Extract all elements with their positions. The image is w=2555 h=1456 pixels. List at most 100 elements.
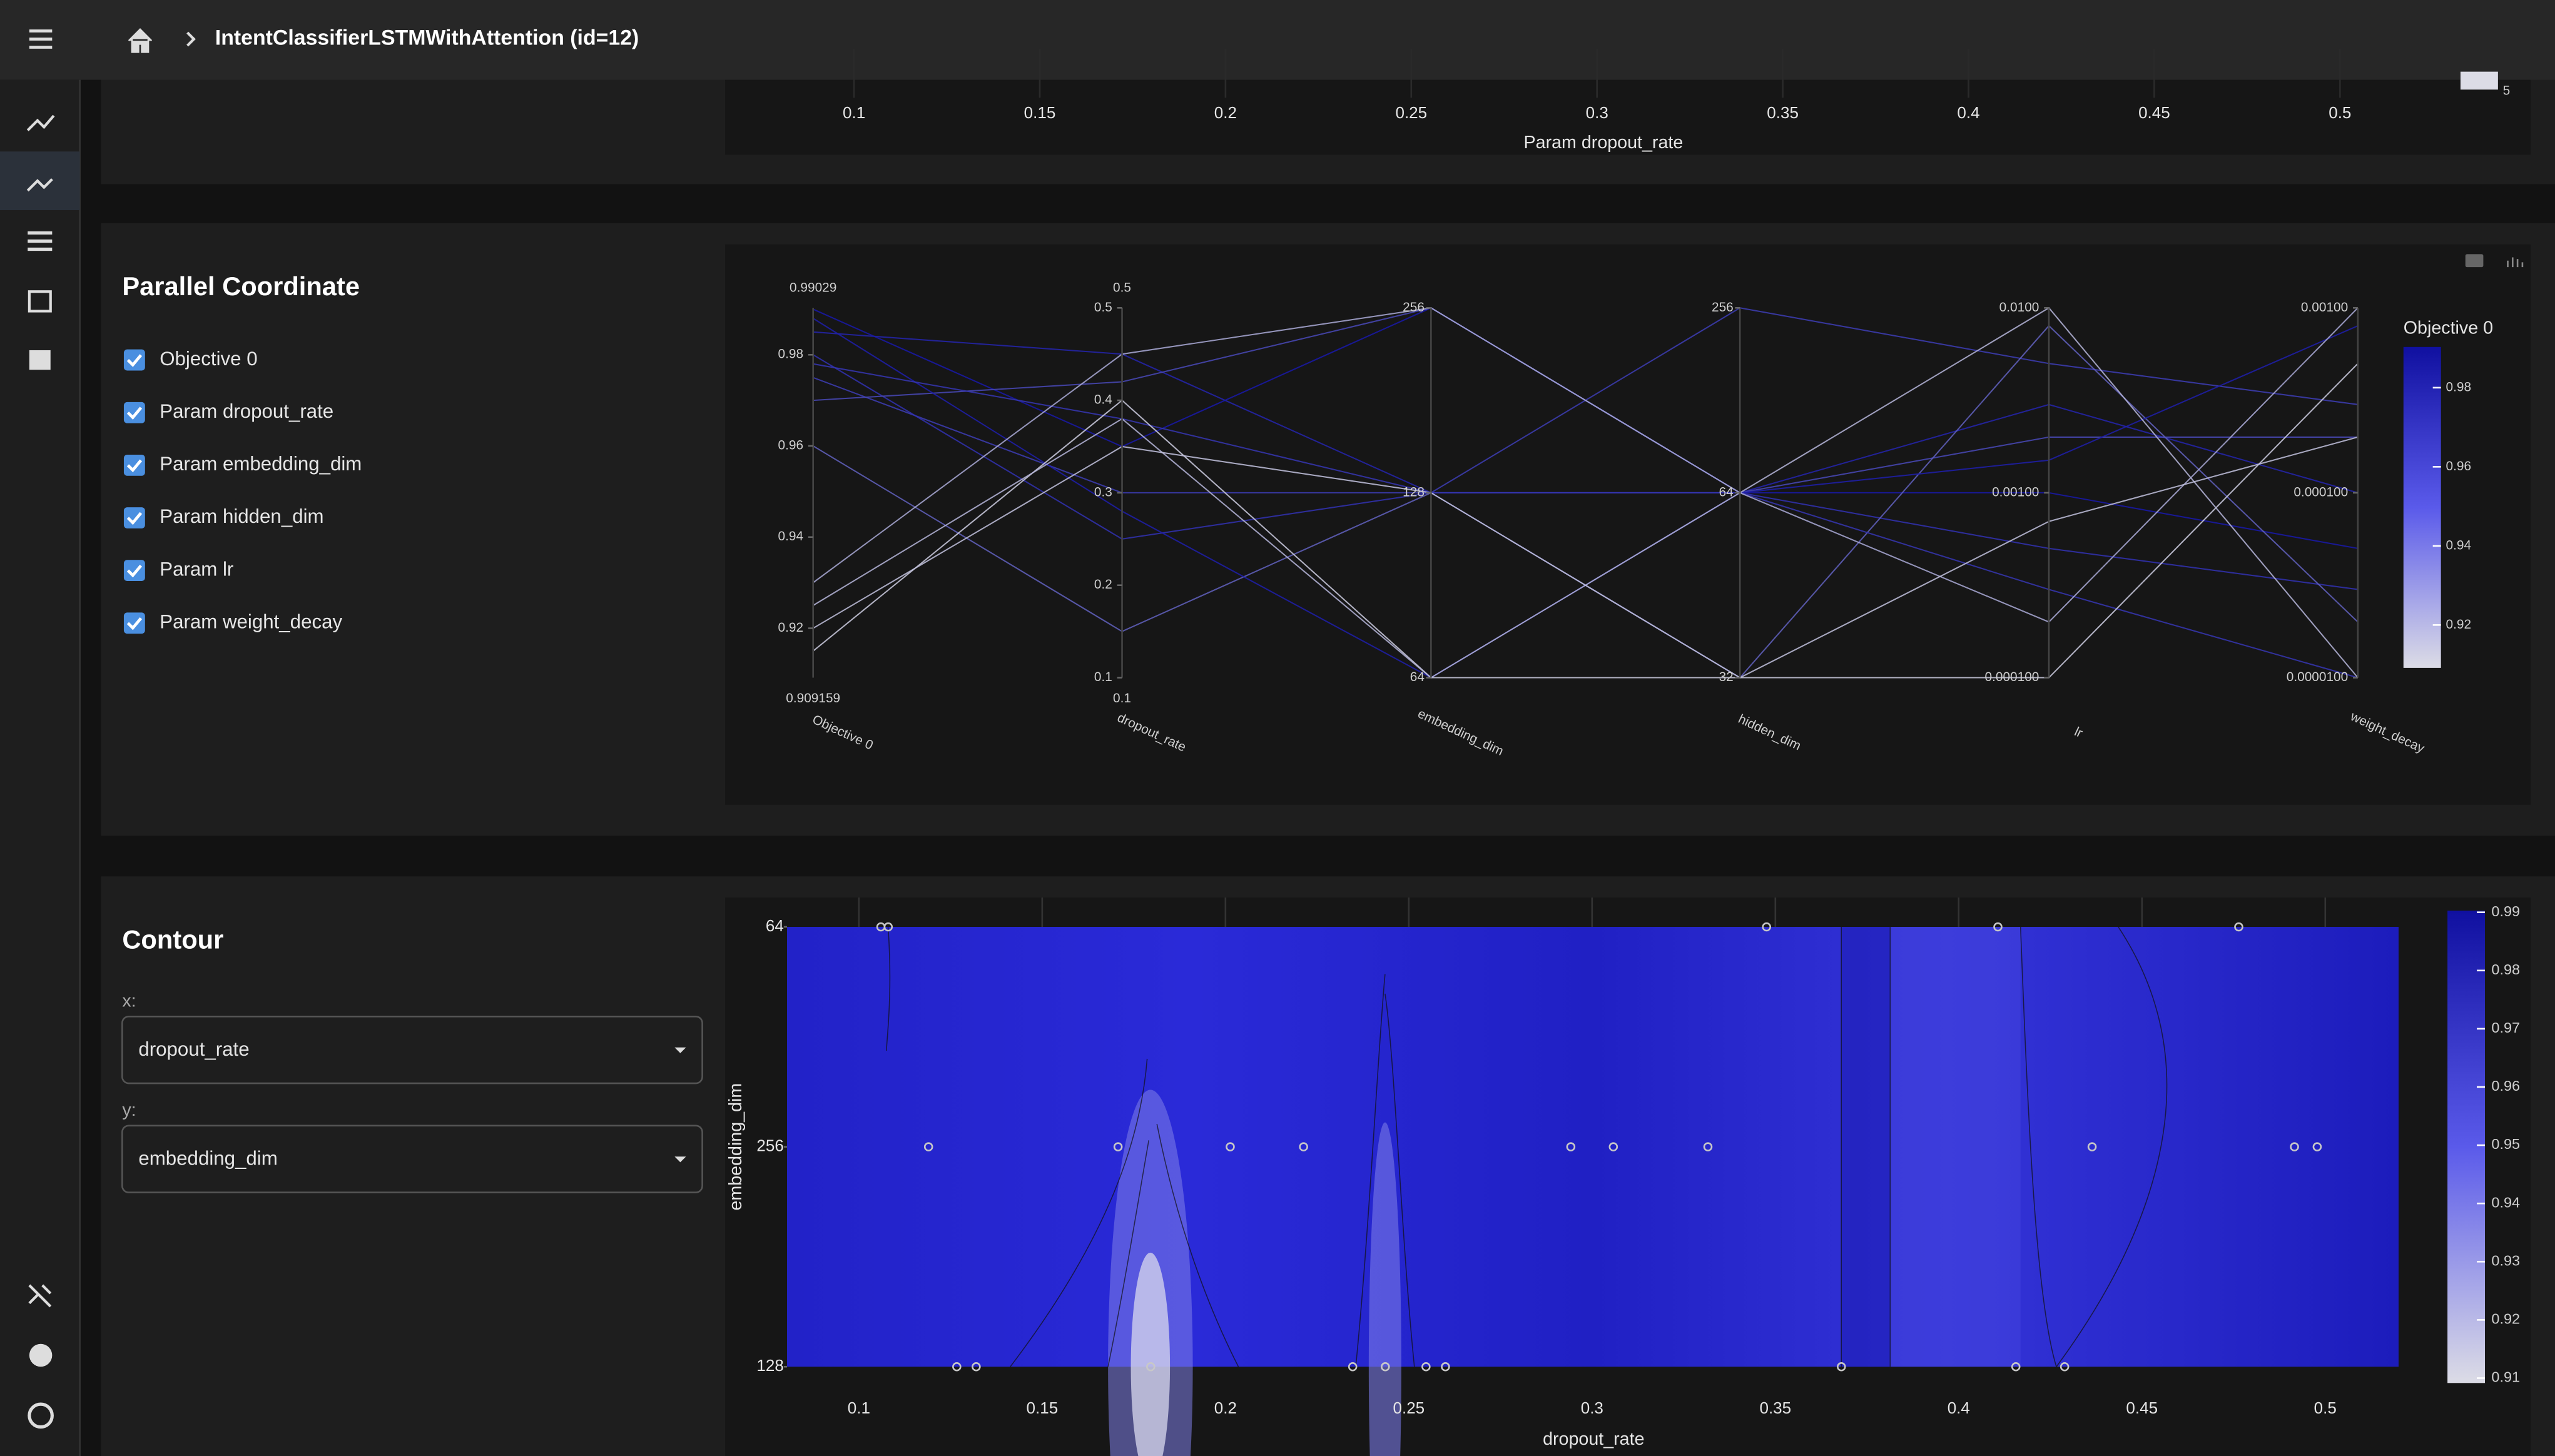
trial-point bbox=[1836, 1362, 1846, 1372]
menu-button[interactable] bbox=[29, 29, 53, 49]
nav-theme[interactable] bbox=[29, 1343, 53, 1367]
trial-point bbox=[2011, 1362, 2021, 1372]
trial-line bbox=[813, 363, 2359, 679]
trial-point bbox=[1441, 1362, 1450, 1372]
colorbar-tick-label: 0.95 bbox=[2491, 1136, 2520, 1152]
nav-analytics[interactable] bbox=[26, 178, 53, 192]
app-bar bbox=[0, 0, 2555, 80]
nav-trials-list[interactable] bbox=[28, 231, 53, 251]
nav-history[interactable] bbox=[26, 114, 55, 131]
x-tick-label: 0.1 bbox=[843, 103, 865, 122]
x-axis-title: Param dropout_rate bbox=[1524, 133, 1684, 153]
select-arrow bbox=[674, 1156, 686, 1163]
range-label: 0.99029 bbox=[790, 281, 836, 295]
colorbar-tick-label: 0.96 bbox=[2446, 459, 2472, 473]
x-axis-title: dropout_rate bbox=[1543, 1429, 1644, 1449]
y-tick-label: 64 bbox=[766, 916, 784, 935]
range-label: 0.1 bbox=[1113, 691, 1131, 705]
trial-point bbox=[2060, 1362, 2070, 1372]
select-label: x: bbox=[122, 991, 136, 1011]
x-tick-label: 0.2 bbox=[1214, 103, 1237, 122]
trial-point bbox=[923, 1142, 933, 1151]
tick-label: 256 bbox=[1712, 300, 1734, 315]
checkbox[interactable] bbox=[123, 507, 145, 528]
nav-github[interactable] bbox=[28, 1402, 54, 1429]
select-value: embedding_dim bbox=[138, 1148, 277, 1170]
tick-label: 0.96 bbox=[778, 438, 804, 453]
tick-label: 0.00100 bbox=[2301, 300, 2348, 315]
checkbox[interactable] bbox=[123, 560, 145, 582]
checkbox[interactable] bbox=[123, 454, 145, 476]
contour-fill bbox=[1841, 927, 1891, 1367]
x-tick-label: 0.3 bbox=[1586, 103, 1608, 122]
y-select[interactable] bbox=[121, 1125, 703, 1193]
nav-trials-table[interactable] bbox=[28, 290, 52, 313]
checkbox[interactable] bbox=[123, 349, 145, 371]
trial-line bbox=[813, 436, 2359, 679]
checkbox-label: Param weight_decay bbox=[160, 611, 342, 633]
checkbox[interactable] bbox=[123, 612, 145, 634]
trial-point bbox=[883, 922, 893, 932]
tick-label: 0.4 bbox=[1094, 393, 1112, 407]
tick-label: 0.0000100 bbox=[2287, 670, 2348, 684]
colorbar-tick-label: 0.99 bbox=[2491, 903, 2520, 919]
colorbar-tick-label: 0.97 bbox=[2491, 1019, 2520, 1036]
tick-label: 0.2 bbox=[1094, 577, 1112, 592]
trial-line bbox=[813, 307, 2359, 623]
trial-point bbox=[1113, 1142, 1123, 1151]
select-value: dropout_rate bbox=[138, 1038, 249, 1060]
y-tick-label: 128 bbox=[756, 1356, 783, 1375]
tick-label: 128 bbox=[1403, 485, 1425, 499]
colorbar-tick-label: 0.91 bbox=[2491, 1369, 2520, 1385]
tick-label: 0.98 bbox=[778, 347, 804, 361]
parallel-plot-area bbox=[725, 244, 2531, 805]
tick-label: 0.3 bbox=[1094, 485, 1112, 499]
tick-label: 32 bbox=[1719, 670, 1734, 684]
colorbar bbox=[2460, 71, 2498, 90]
nav-reload[interactable] bbox=[28, 1284, 52, 1308]
x-tick-label: 0.2 bbox=[1214, 1398, 1237, 1417]
checkbox[interactable] bbox=[123, 402, 145, 423]
y-tick-label: 256 bbox=[756, 1136, 783, 1155]
colorbar-title: Objective 0 bbox=[2404, 318, 2493, 338]
checkmark bbox=[126, 512, 143, 525]
plotly-logo[interactable] bbox=[2507, 257, 2524, 268]
colorbar-tick-label: 0.93 bbox=[2491, 1252, 2520, 1268]
trial-point bbox=[1762, 922, 1772, 932]
checkmark bbox=[126, 407, 143, 420]
trial-point bbox=[2312, 1142, 2322, 1151]
trial-point bbox=[1993, 922, 2003, 932]
camera-button[interactable] bbox=[2465, 254, 2484, 268]
tick-label: 0.0100 bbox=[1999, 300, 2039, 315]
colorbar-tick-label: 0.98 bbox=[2491, 961, 2520, 978]
x-tick-label: 0.5 bbox=[2314, 1398, 2337, 1417]
colorbar-tick-label: 5 bbox=[2503, 83, 2511, 98]
x-select[interactable] bbox=[121, 1015, 703, 1084]
x-tick-label: 0.45 bbox=[2138, 103, 2170, 122]
nav-note[interactable] bbox=[29, 350, 51, 370]
tick-label: 0.5 bbox=[1094, 300, 1112, 315]
trial-point bbox=[1348, 1362, 1358, 1372]
range-label: 0.5 bbox=[1113, 281, 1131, 295]
checkmark bbox=[126, 459, 143, 473]
x-tick-label: 0.5 bbox=[2329, 103, 2351, 122]
colorbar-tick-label: 0.98 bbox=[2446, 380, 2472, 394]
tick-label: 64 bbox=[1719, 485, 1734, 499]
colorbar-tick-label: 0.94 bbox=[2446, 538, 2472, 552]
trial-point bbox=[1299, 1142, 1308, 1151]
tick-label: 0.1 bbox=[1094, 670, 1112, 684]
tick-label: 0.000100 bbox=[2293, 485, 2348, 499]
trial-point bbox=[952, 1362, 962, 1372]
trial-line bbox=[813, 363, 2359, 679]
checkmark bbox=[126, 354, 143, 367]
trial-point bbox=[972, 1362, 981, 1372]
checkmark bbox=[126, 564, 143, 578]
x-tick-label: 0.1 bbox=[848, 1398, 870, 1417]
checkmark bbox=[126, 617, 143, 630]
trial-point bbox=[1421, 1362, 1431, 1372]
x-tick-label: 0.4 bbox=[1957, 103, 1979, 122]
y-axis-title: embedding_dim bbox=[726, 1083, 746, 1211]
x-tick-label: 0.25 bbox=[1393, 1398, 1425, 1417]
checkbox-label: Objective 0 bbox=[160, 348, 257, 370]
